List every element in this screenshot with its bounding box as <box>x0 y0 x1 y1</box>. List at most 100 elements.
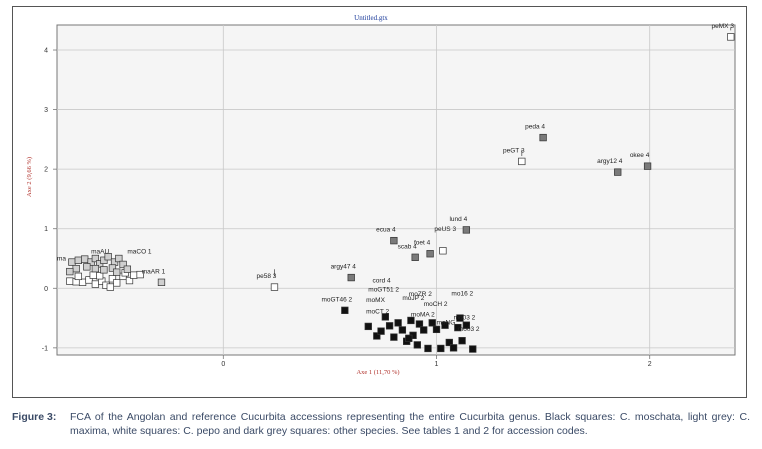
data-point <box>445 338 453 347</box>
data-point <box>123 265 132 273</box>
point-label: maAR 1 <box>142 268 166 275</box>
annotation-label: moCH 2 <box>424 301 448 308</box>
point-label: foet 4 <box>414 240 431 247</box>
data-point <box>106 283 114 291</box>
y-tick-label: 2 <box>44 167 48 174</box>
annotation-label: moJP 2 <box>402 295 424 302</box>
point-label: argy47 4 <box>331 264 357 271</box>
data-point <box>390 333 398 341</box>
data-point <box>390 236 398 245</box>
data-point <box>398 326 407 334</box>
annotation-label: mo03 2 <box>454 314 476 321</box>
data-point <box>270 283 279 291</box>
data-point <box>462 321 471 329</box>
y-tick-label: 4 <box>44 48 48 55</box>
annotation-label: maCO 1 <box>127 249 152 256</box>
data-point <box>74 272 82 281</box>
data-point <box>68 258 76 266</box>
data-point <box>469 345 477 353</box>
caption-label: Figure 3: <box>12 411 57 423</box>
y-tick-label: 1 <box>44 226 48 233</box>
data-point <box>115 254 123 263</box>
figure-frame: Untitled.gtx 0 1 2 -1 0 1 2 3 4 peMX 3 peGT 3 pe58 … <box>12 6 747 398</box>
data-point <box>727 33 735 41</box>
data-point <box>341 306 349 314</box>
data-point <box>381 313 389 321</box>
data-point <box>113 268 121 276</box>
x-tick-label: 0 <box>221 361 225 368</box>
data-point <box>85 276 93 284</box>
x-axis-label: Axe 1 (11,70 %) <box>356 369 399 376</box>
annotation-label: moMA 2 <box>411 311 435 318</box>
data-point <box>428 319 436 327</box>
data-point <box>643 162 652 170</box>
point-label: ecua 4 <box>376 227 396 234</box>
data-point <box>74 256 82 264</box>
data-point <box>377 327 385 335</box>
annotation-label: mo03 2 <box>458 326 480 333</box>
data-point <box>441 321 449 329</box>
data-point <box>426 250 434 258</box>
data-point <box>347 273 355 282</box>
y-tick-label: 3 <box>44 107 48 114</box>
point-label: peda 4 <box>525 124 545 131</box>
data-point <box>420 326 428 334</box>
point-label: okee 4 <box>630 152 650 159</box>
data-point <box>89 271 97 279</box>
caption-text: FCA of the Angolan and reference Cucurbi… <box>70 411 750 437</box>
annotation-label: moNG <box>437 320 456 327</box>
data-point <box>91 280 100 288</box>
data-point <box>424 344 432 353</box>
data-point <box>119 260 127 269</box>
y-tick-label: 0 <box>44 286 48 293</box>
data-point <box>614 168 622 176</box>
data-point <box>125 276 134 285</box>
data-point <box>454 323 462 332</box>
chart-title: Untitled.gtx <box>354 14 388 22</box>
data-point <box>462 226 471 234</box>
annotation-label: moCT 2 <box>366 308 389 315</box>
point-label: peMX 3 <box>712 23 735 30</box>
data-point <box>108 275 117 283</box>
data-point <box>157 278 166 286</box>
x-tick-label: 1 <box>435 361 439 368</box>
y-tick-label: -1 <box>42 345 48 352</box>
data-point <box>385 322 394 330</box>
data-point <box>411 253 419 261</box>
data-point <box>539 133 547 142</box>
data-point <box>91 254 100 263</box>
x-tick-label: 2 <box>648 361 652 368</box>
annotation-label: ma <box>57 255 66 262</box>
data-point <box>83 263 91 271</box>
annotation-label: mo16 2 <box>451 290 473 297</box>
point-label: argy12 4 <box>597 158 623 165</box>
data-point <box>394 319 402 327</box>
data-point <box>104 253 112 261</box>
plot-background <box>56 24 736 356</box>
y-axis-label: Axe 2 (9,66 %) <box>26 157 33 197</box>
annotation-label: moZR 2 <box>409 291 433 298</box>
data-point <box>413 341 421 349</box>
data-point <box>449 344 458 352</box>
data-point <box>136 270 144 279</box>
point-label: peGT 3 <box>503 147 525 154</box>
point-label: lund 4 <box>449 216 467 223</box>
annotation-label: moMX <box>366 297 385 304</box>
data-point <box>113 279 121 287</box>
data-point <box>81 255 89 263</box>
annotation-label: maAU <box>91 249 109 256</box>
data-point <box>91 264 100 273</box>
data-point <box>72 264 80 273</box>
data-point <box>66 267 74 276</box>
data-point <box>518 157 526 166</box>
annotation-label: moGT51 2 <box>368 286 399 293</box>
data-point <box>407 316 415 325</box>
data-point <box>364 322 372 331</box>
point-label: moGT46 2 <box>321 296 352 303</box>
data-point <box>456 314 464 322</box>
data-point <box>373 332 381 340</box>
data-point <box>108 264 117 272</box>
scatter-chart: Untitled.gtx 0 1 2 -1 0 1 2 3 4 peMX 3 peGT 3 pe58 … <box>26 14 736 376</box>
annotation-label: peUS 3 <box>434 226 456 233</box>
data-point <box>130 271 138 279</box>
